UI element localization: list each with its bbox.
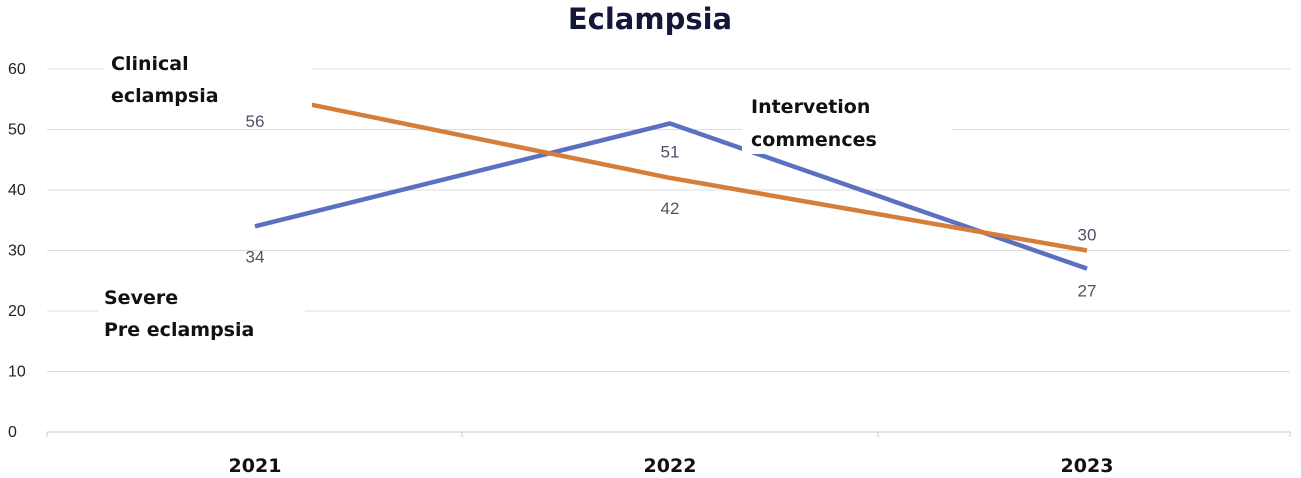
x-axis-ticks: 2021 2022 2023 — [229, 455, 1114, 477]
annotation-bg-intervention — [742, 88, 952, 154]
y-axis-ticks: 0 10 20 30 40 50 60 — [8, 61, 26, 441]
y-tick-label: 50 — [8, 122, 26, 139]
chart-title: Eclampsia — [568, 2, 732, 36]
annotation-intervention-line2: commences — [751, 129, 877, 151]
series-line — [254, 90, 1088, 253]
annotation-clinical-line2: eclampsia — [111, 85, 219, 107]
x-tick-label: 2021 — [229, 455, 282, 477]
x-tick-label: 2023 — [1061, 455, 1114, 477]
series-line — [254, 121, 1088, 271]
y-tick-label: 60 — [8, 61, 26, 78]
x-tick-label: 2022 — [644, 455, 697, 477]
y-tick-label: 40 — [8, 182, 26, 199]
annotation-clinical-line1: Clinical — [111, 53, 189, 75]
annotation-severe-line2: Pre eclampsia — [104, 319, 254, 341]
data-label: 34 — [246, 247, 265, 266]
y-tick-label: 10 — [8, 364, 26, 381]
data-label: 27 — [1078, 282, 1097, 301]
data-labels: 56 42 30 34 51 27 — [246, 112, 1097, 300]
annotation-intervention-line1: Intervetion — [751, 96, 870, 118]
data-label: 42 — [661, 199, 680, 218]
data-label: 51 — [661, 142, 680, 161]
annotation-bg-severe — [98, 283, 305, 347]
annotation-bg-clinical — [104, 50, 312, 112]
y-tick-label: 30 — [8, 243, 26, 260]
series-lines — [254, 90, 1088, 271]
annotation-severe-line1: Severe — [104, 287, 178, 309]
y-tick-label: 20 — [8, 303, 26, 320]
y-tick-label: 0 — [8, 424, 17, 441]
data-label: 56 — [246, 112, 265, 131]
data-label: 30 — [1078, 226, 1097, 245]
